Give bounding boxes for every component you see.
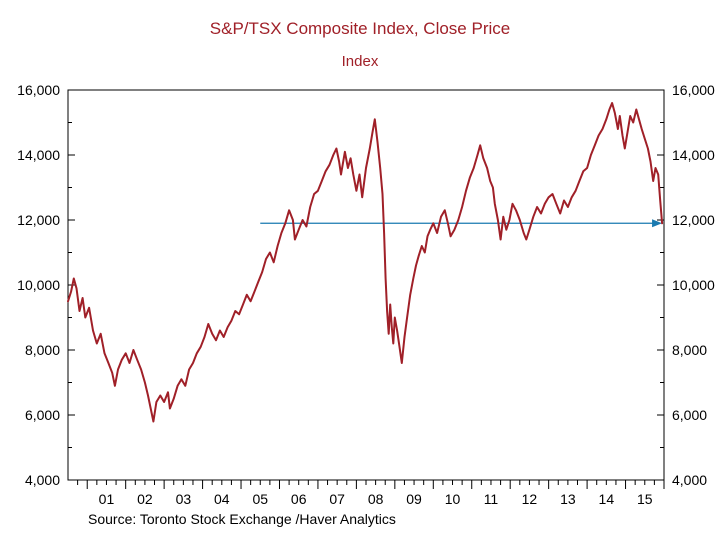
y-tick-label-right: 6,000: [672, 407, 707, 423]
x-tick-label: 13: [560, 491, 576, 507]
y-tick-label-right: 8,000: [672, 342, 707, 358]
x-tick-label: 14: [599, 491, 615, 507]
x-tick-label: 11: [484, 491, 499, 507]
y-tick-label-left: 8,000: [25, 342, 60, 358]
y-tick-label-right: 4,000: [672, 472, 707, 488]
x-tick-label: 03: [176, 491, 192, 507]
x-tick-label: 08: [368, 491, 384, 507]
y-tick-label-left: 16,000: [17, 82, 60, 98]
x-tick-label: 07: [329, 491, 345, 507]
x-tick-label: 06: [291, 491, 307, 507]
y-tick-label-right: 16,000: [672, 82, 715, 98]
source-label: Source: Toronto Stock Exchange /Haver An…: [88, 511, 396, 527]
y-tick-label-right: 14,000: [672, 147, 715, 163]
x-tick-label: 01: [99, 491, 115, 507]
x-tick-label: 12: [522, 491, 538, 507]
chart-title: S&P/TSX Composite Index, Close Price: [210, 19, 510, 38]
x-tick-label: 10: [445, 491, 461, 507]
x-tick-label: 09: [406, 491, 422, 507]
chart-subtitle: Index: [342, 53, 379, 70]
y-tick-label-left: 4,000: [25, 472, 60, 488]
x-tick-label: 15: [637, 491, 653, 507]
y-tick-label-left: 10,000: [17, 277, 60, 293]
x-tick-label: 04: [214, 491, 230, 507]
x-tick-label: 05: [252, 491, 268, 507]
y-tick-label-left: 12,000: [17, 212, 60, 228]
y-tick-label-left: 6,000: [25, 407, 60, 423]
y-tick-label-left: 14,000: [17, 147, 60, 163]
y-tick-label-right: 10,000: [672, 277, 715, 293]
x-tick-label: 02: [137, 491, 153, 507]
price-chart: S&P/TSX Composite Index, Close Price Inde…: [0, 0, 720, 551]
y-tick-label-right: 12,000: [672, 212, 715, 228]
